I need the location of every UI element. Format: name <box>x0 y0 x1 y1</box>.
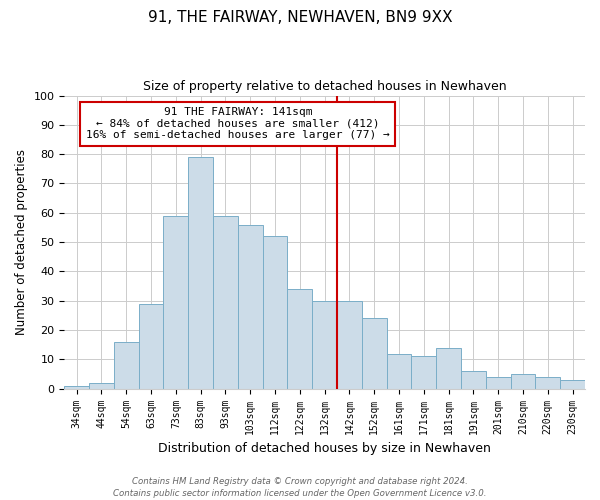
Bar <box>560 380 585 388</box>
Bar <box>535 377 560 388</box>
Bar <box>362 318 386 388</box>
Bar <box>139 304 163 388</box>
Text: Contains HM Land Registry data © Crown copyright and database right 2024.
Contai: Contains HM Land Registry data © Crown c… <box>113 476 487 498</box>
Text: 91, THE FAIRWAY, NEWHAVEN, BN9 9XX: 91, THE FAIRWAY, NEWHAVEN, BN9 9XX <box>148 10 452 25</box>
Bar <box>486 377 511 388</box>
X-axis label: Distribution of detached houses by size in Newhaven: Distribution of detached houses by size … <box>158 442 491 455</box>
Bar <box>412 356 436 388</box>
Bar <box>337 301 362 388</box>
Y-axis label: Number of detached properties: Number of detached properties <box>15 149 28 335</box>
Bar <box>163 216 188 388</box>
Bar <box>312 301 337 388</box>
Bar <box>511 374 535 388</box>
Bar <box>238 224 263 388</box>
Bar <box>287 289 312 388</box>
Bar <box>436 348 461 389</box>
Bar <box>114 342 139 388</box>
Bar <box>213 216 238 388</box>
Bar <box>461 371 486 388</box>
Text: 91 THE FAIRWAY: 141sqm
← 84% of detached houses are smaller (412)
16% of semi-de: 91 THE FAIRWAY: 141sqm ← 84% of detached… <box>86 108 390 140</box>
Bar <box>64 386 89 388</box>
Bar <box>89 383 114 388</box>
Bar <box>386 354 412 388</box>
Title: Size of property relative to detached houses in Newhaven: Size of property relative to detached ho… <box>143 80 506 93</box>
Bar <box>263 236 287 388</box>
Bar <box>188 157 213 388</box>
